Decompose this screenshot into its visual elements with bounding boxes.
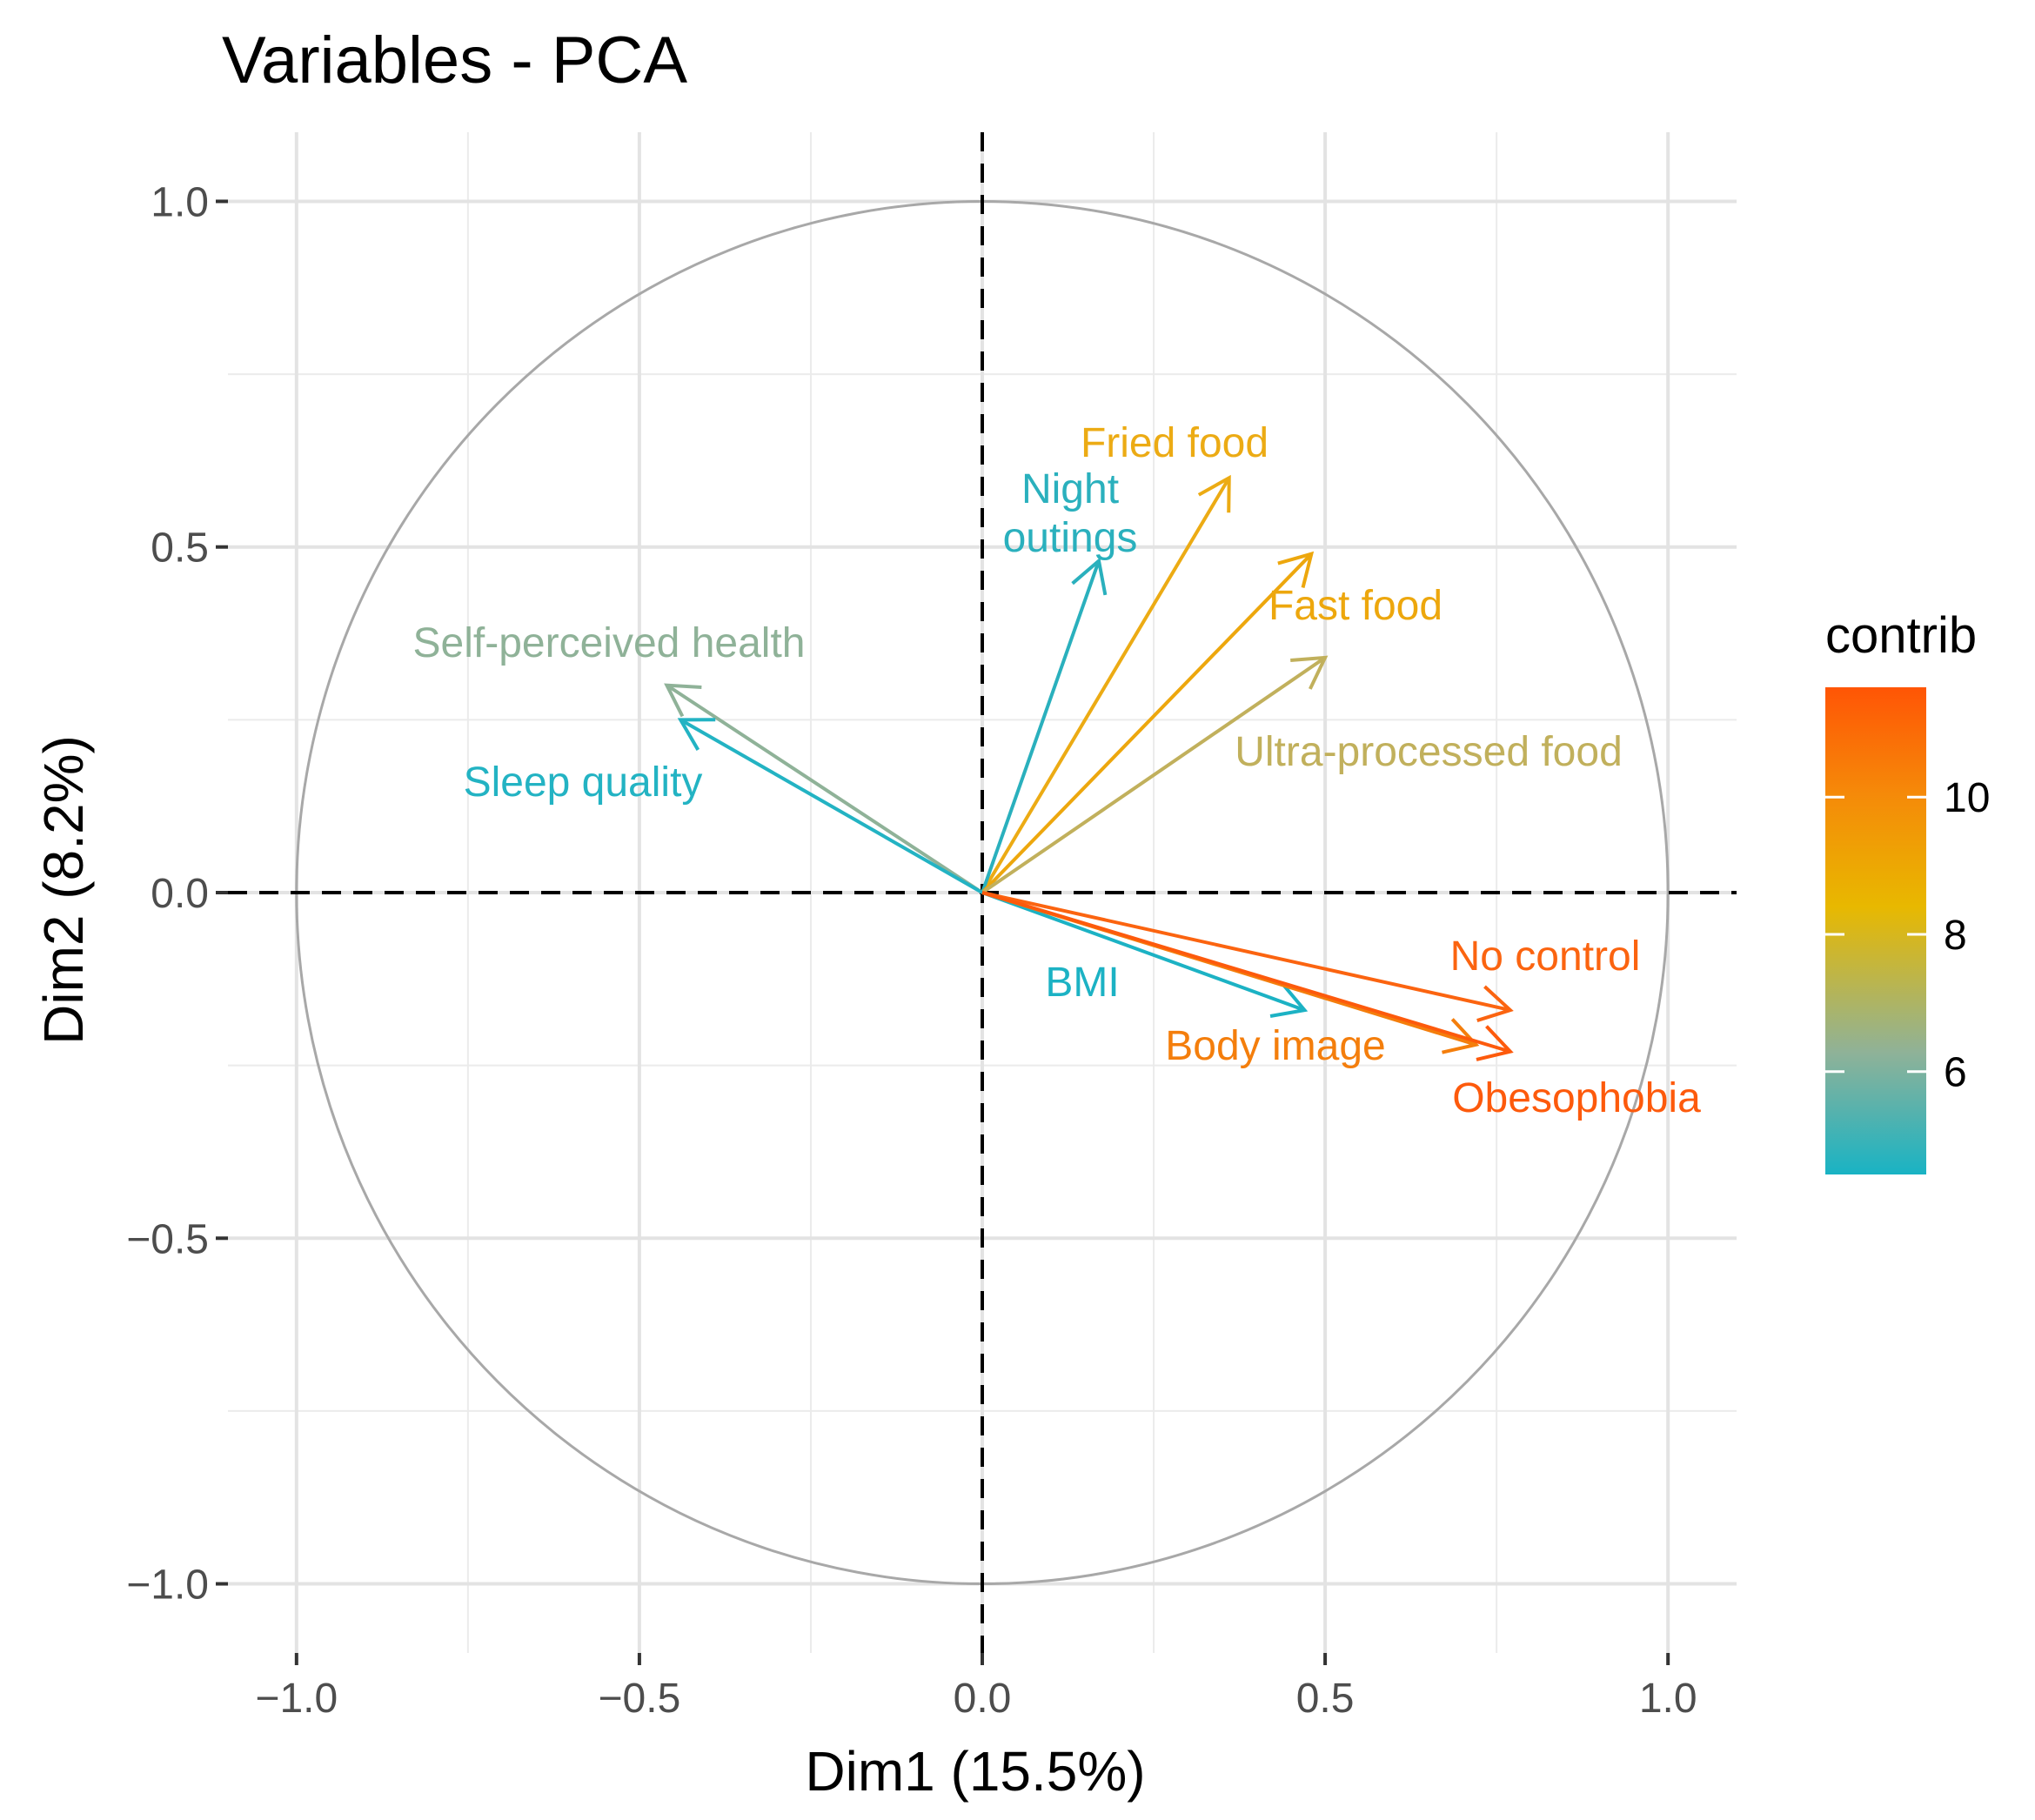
- variable-label: Fast food: [1269, 583, 1443, 629]
- x-axis-label: Dim1 (15.5%): [805, 1740, 1145, 1803]
- y-tick-label: 1.0: [151, 179, 209, 225]
- x-tick-label: 1.0: [1639, 1676, 1697, 1722]
- y-axis-label: Dim2 (8.2%): [32, 735, 95, 1045]
- legend-tick-label: 10: [1944, 775, 1990, 821]
- arrow-bmi: [981, 891, 1309, 1018]
- variable-arrows: [664, 474, 1514, 1061]
- variable-label: Night: [1021, 466, 1119, 512]
- arrow-shaft: [981, 891, 1511, 1013]
- arrow-shaft: [981, 656, 1327, 894]
- arrow-ultra-processed-food: [981, 655, 1329, 894]
- arrow-head: [1071, 557, 1108, 596]
- variable-label: Obesophobia: [1452, 1075, 1701, 1121]
- arrow-head: [664, 683, 702, 718]
- arrow-obesophobia: [981, 891, 1514, 1061]
- variable-label: outings: [1003, 515, 1138, 561]
- variable-label: Ultra-processed food: [1235, 729, 1623, 775]
- variable-label: No control: [1450, 933, 1641, 980]
- y-tick-label: −1.0: [126, 1562, 209, 1609]
- x-tick-label: 0.5: [1296, 1676, 1355, 1722]
- y-tick-label: 0.5: [151, 525, 209, 572]
- arrow-no-control: [981, 891, 1514, 1022]
- arrow-head: [677, 718, 716, 751]
- arrow-shaft: [981, 477, 1231, 894]
- arrow-fast-food: [981, 551, 1315, 894]
- variable-label: Body image: [1165, 1023, 1385, 1069]
- contrib-legend: contrib 6 8 10: [1825, 607, 1990, 1174]
- x-tick-label: −1.0: [255, 1676, 338, 1722]
- legend-tick-label: 6: [1944, 1050, 1967, 1096]
- arrow-head: [1269, 982, 1309, 1018]
- x-tick-label: 0.0: [954, 1676, 1012, 1722]
- x-tick-label: −0.5: [599, 1676, 681, 1722]
- arrow-head: [1290, 655, 1329, 690]
- arrow-head: [1197, 474, 1231, 513]
- legend-ticks: 6 8 10: [1825, 775, 1990, 1096]
- variable-label: BMI: [1045, 960, 1119, 1006]
- arrow-sleep-quality: [677, 718, 983, 894]
- arrow-head: [1277, 551, 1315, 588]
- arrow-head: [1476, 1025, 1514, 1061]
- arrow-night-outings: [981, 557, 1108, 893]
- chart-title: Variables - PCA: [222, 23, 687, 97]
- legend-tick-label: 8: [1944, 913, 1967, 959]
- variable-label: Self-perceived health: [413, 620, 806, 666]
- arrow-head: [1442, 1018, 1480, 1054]
- variable-label: Fried food: [1081, 420, 1269, 466]
- arrow-shaft: [981, 552, 1313, 894]
- arrow-shaft: [981, 559, 1101, 893]
- arrow-shaft: [981, 891, 1306, 1012]
- arrow-head: [1476, 985, 1514, 1022]
- legend-colorbar: [1825, 687, 1926, 1174]
- variable-label: Sleep quality: [464, 759, 703, 806]
- y-tick-label: −0.5: [126, 1216, 209, 1262]
- legend-title: contrib: [1825, 607, 1977, 664]
- arrow-fried-food: [981, 474, 1231, 894]
- arrow-self-perceived-health: [664, 683, 984, 894]
- y-tick-label: 0.0: [151, 871, 209, 917]
- axes: −1.0 −0.5 0.0 0.5 1.0 −1.0 −0.5 0.0 0.5 1.0: [126, 132, 1737, 1722]
- arrow-shaft: [679, 718, 983, 894]
- arrow-shaft: [981, 891, 1511, 1054]
- arrow-shaft: [666, 683, 984, 894]
